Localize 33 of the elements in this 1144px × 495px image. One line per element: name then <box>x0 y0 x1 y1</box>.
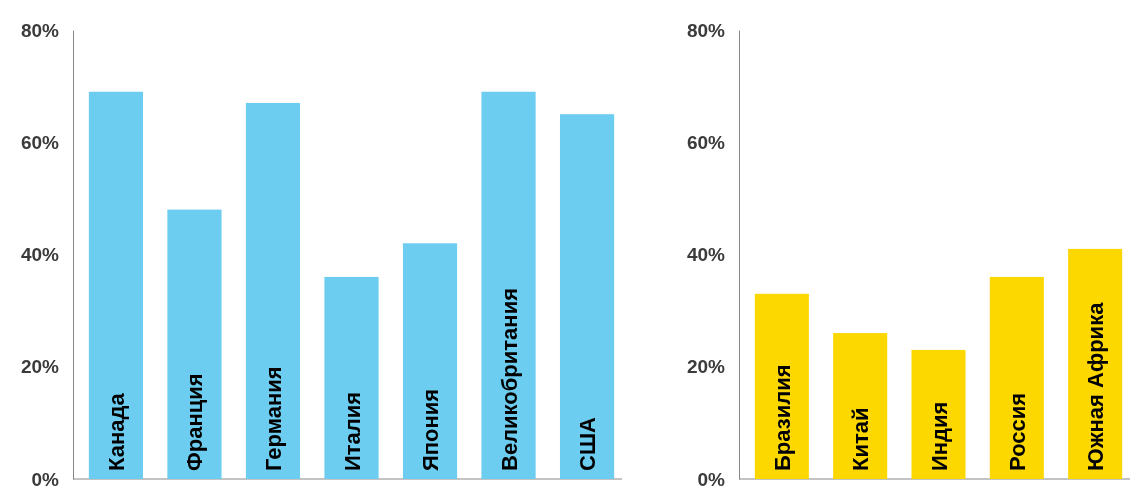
bar <box>245 102 301 479</box>
x-tick-label: Китай <box>848 407 874 471</box>
y-tick-label: 20% <box>20 356 60 378</box>
x-tick-label: Франция <box>182 373 208 471</box>
x-tick-label: Германия <box>260 366 286 471</box>
bar <box>559 114 615 479</box>
x-tick-label: Канада <box>103 392 129 471</box>
bar <box>754 293 809 479</box>
x-tick-label: Бразилия <box>769 364 795 471</box>
x-tick-label: Южная Африка <box>1083 301 1109 471</box>
bar <box>402 243 458 479</box>
y-tick-label: 80% <box>20 19 60 41</box>
bar <box>167 209 222 479</box>
bar <box>989 276 1044 479</box>
bar <box>911 349 966 479</box>
x-tick-label: Япония <box>418 388 444 471</box>
x-tick-label: Великобритания <box>496 288 522 471</box>
x-tick-label: Индия <box>926 401 952 471</box>
bar <box>481 91 536 479</box>
y-tick-label: 80% <box>686 19 726 41</box>
bar <box>88 91 144 479</box>
bar <box>833 333 888 479</box>
y-tick-label: 0% <box>31 468 60 490</box>
y-tick-label: 60% <box>686 131 726 153</box>
y-tick-label: 0% <box>697 468 726 490</box>
x-tick-label: Италия <box>339 391 365 471</box>
x-tick-label: США <box>575 417 601 471</box>
bar <box>324 276 379 479</box>
x-tick-label: Россия <box>1004 392 1030 471</box>
y-tick-label: 60% <box>20 131 60 153</box>
y-tick-label: 20% <box>686 356 726 378</box>
y-tick-label: 40% <box>20 244 60 266</box>
y-tick-label: 40% <box>686 244 726 266</box>
